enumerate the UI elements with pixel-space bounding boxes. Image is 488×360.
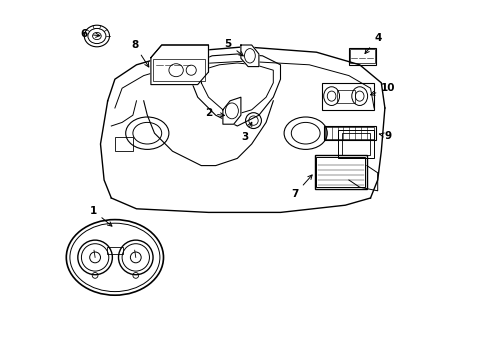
Text: 5: 5 (224, 39, 243, 56)
Bar (115, 137, 133, 151)
Text: 8: 8 (131, 40, 148, 67)
Bar (314, 155, 366, 189)
Text: 1: 1 (89, 206, 112, 226)
Bar (349, 49, 374, 63)
Bar (321, 83, 373, 110)
Text: 9: 9 (379, 131, 391, 141)
Text: 10: 10 (370, 83, 395, 95)
Bar (348, 48, 375, 65)
Text: 2: 2 (204, 108, 224, 118)
Text: 3: 3 (241, 122, 251, 142)
Bar (341, 133, 370, 155)
Bar (152, 59, 204, 81)
Bar (337, 130, 373, 158)
Polygon shape (223, 97, 241, 124)
Bar (106, 247, 122, 254)
Bar (316, 157, 365, 187)
Polygon shape (241, 45, 258, 67)
Bar (325, 127, 374, 139)
Bar (323, 126, 375, 140)
Polygon shape (151, 45, 208, 85)
Bar (337, 90, 354, 103)
Text: 7: 7 (291, 175, 311, 199)
Text: 4: 4 (364, 33, 381, 54)
Text: 6: 6 (81, 29, 100, 39)
